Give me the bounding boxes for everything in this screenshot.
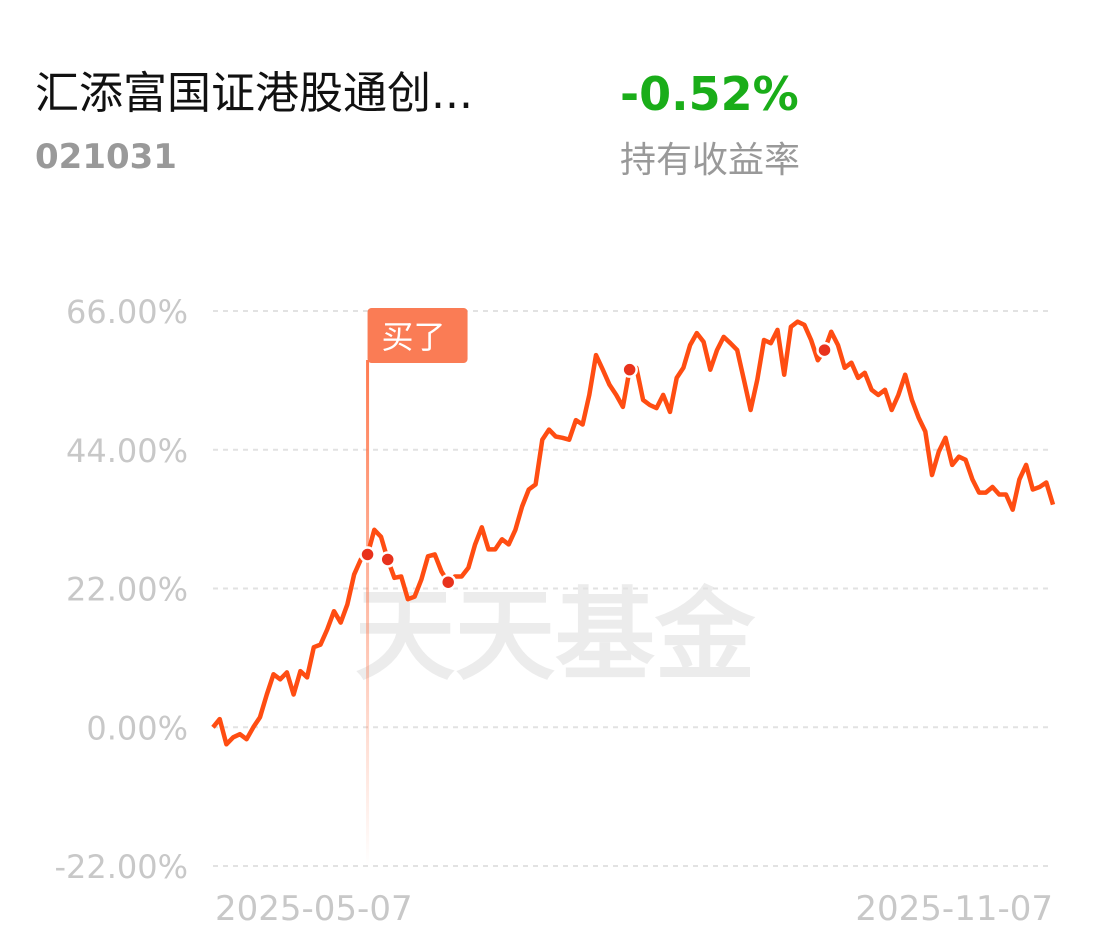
holding-return-label: 持有收益率 [620,140,800,181]
buy-badge [367,308,468,363]
x-tick-label: 2025-05-07 [215,889,413,929]
y-tick-label: -22.00% [54,848,188,886]
y-tick-label: 66.00% [66,293,188,331]
buy-line [366,360,370,866]
y-tick-label: 44.00% [66,432,188,470]
y-tick-label: 22.00% [66,571,188,609]
trade-point [439,573,457,591]
x-tick-label: 2025-11-07 [855,889,1053,929]
fund-title: 汇添富国证港股通创... [35,68,473,119]
trade-point [816,341,833,359]
trade-point [359,546,376,563]
holding-return: -0.52% [620,67,799,121]
fund-code: 021031 [35,137,177,177]
y-tick-label: 0.00% [86,709,188,747]
trade-point [621,361,638,378]
watermark: 天天基金 [355,577,756,694]
trade-point [379,551,396,568]
buy-label: 买了 [382,318,446,356]
